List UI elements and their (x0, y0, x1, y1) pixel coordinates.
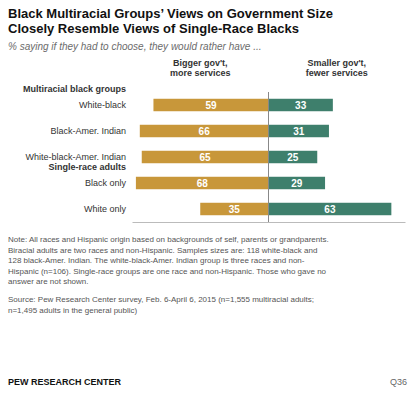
column-header: Bigger gov't,more services (170, 58, 231, 78)
bar (269, 99, 333, 111)
text-line: 128 black-Amer. Indian. The white-black-… (8, 256, 305, 265)
data-label: 65 (200, 152, 212, 163)
tick-label: White-black (79, 100, 127, 110)
text-line: Closely Resemble Views of Single-Race Bl… (8, 21, 299, 36)
credit: PEW RESEARCH CENTER (8, 377, 122, 387)
data-label: 66 (199, 126, 211, 137)
group-label: Multiracial black groups (23, 84, 126, 94)
axis-line (269, 222, 406, 223)
tick-label: White only (84, 204, 127, 214)
title: Black Multiracial Groups’ Views on Gover… (8, 6, 333, 36)
series (269, 99, 392, 215)
data-labels: 33 31 25 29 63 (287, 100, 336, 215)
bar (269, 177, 326, 189)
data-label: 29 (291, 178, 303, 189)
text-line: more services (170, 68, 231, 78)
series (136, 99, 269, 215)
data-label: 31 (293, 126, 305, 137)
x-axis (133, 222, 270, 223)
bar (269, 203, 392, 215)
data-label: 33 (295, 100, 307, 111)
tick-label: White-black-Amer. Indian (25, 152, 126, 162)
note: Note: All races and Hispanic origin base… (8, 235, 329, 286)
text-line: fewer services (306, 68, 368, 78)
data-label: 59 (205, 100, 217, 111)
text-line: Biracial adults are two races and non-Hi… (8, 246, 317, 255)
text-line: Smaller gov't, (307, 58, 366, 68)
subtitle: % saying if they had to choose, they wou… (8, 41, 261, 52)
text-line: n=1,495 adults in the general public) (8, 306, 138, 315)
column-header: Smaller gov't,fewer services (306, 58, 368, 78)
bar (153, 99, 268, 111)
text-line: answer are not shown. (8, 277, 89, 286)
bar (200, 203, 268, 215)
bar (140, 125, 269, 137)
divider (268, 92, 269, 222)
bar (269, 151, 318, 163)
tick: Black-Amer. Indian (50, 126, 126, 136)
text-line: Hispanic (n=106). Single-race groups are… (8, 267, 327, 276)
tick: White-black (79, 100, 127, 110)
tick-label: Black-Amer. Indian (50, 126, 126, 136)
data-label: 35 (229, 204, 241, 215)
y-axis: White-black Black-Amer. Indian White-black… (25, 100, 126, 214)
tick-label: Black only (85, 178, 127, 188)
text-line: Source: Pew Research Center survey, Feb.… (8, 295, 314, 304)
bar (142, 151, 269, 163)
x-axis (269, 222, 406, 223)
tick: White only (84, 204, 127, 214)
text-line: Black Multiracial Groups’ Views on Gover… (8, 6, 333, 21)
axis-line (133, 222, 270, 223)
bar (269, 125, 329, 137)
bar (136, 177, 269, 189)
data-labels: 59 66 65 68 35 (197, 100, 241, 215)
tick: Black only (85, 178, 127, 188)
data-label: 68 (197, 178, 209, 189)
text-line: Note: All races and Hispanic origin base… (8, 235, 329, 244)
source: Source: Pew Research Center survey, Feb.… (8, 295, 314, 315)
group-label: Single-race adults (48, 162, 126, 172)
text-line: Bigger gov't, (173, 58, 228, 68)
question: Q36 (390, 377, 407, 387)
tick: White-black-Amer. Indian (25, 152, 126, 162)
chart: Black Multiracial Groups’ Views on Gover… (0, 0, 415, 395)
data-label: 63 (324, 204, 336, 215)
data-label: 25 (287, 152, 299, 163)
marks (136, 99, 391, 215)
